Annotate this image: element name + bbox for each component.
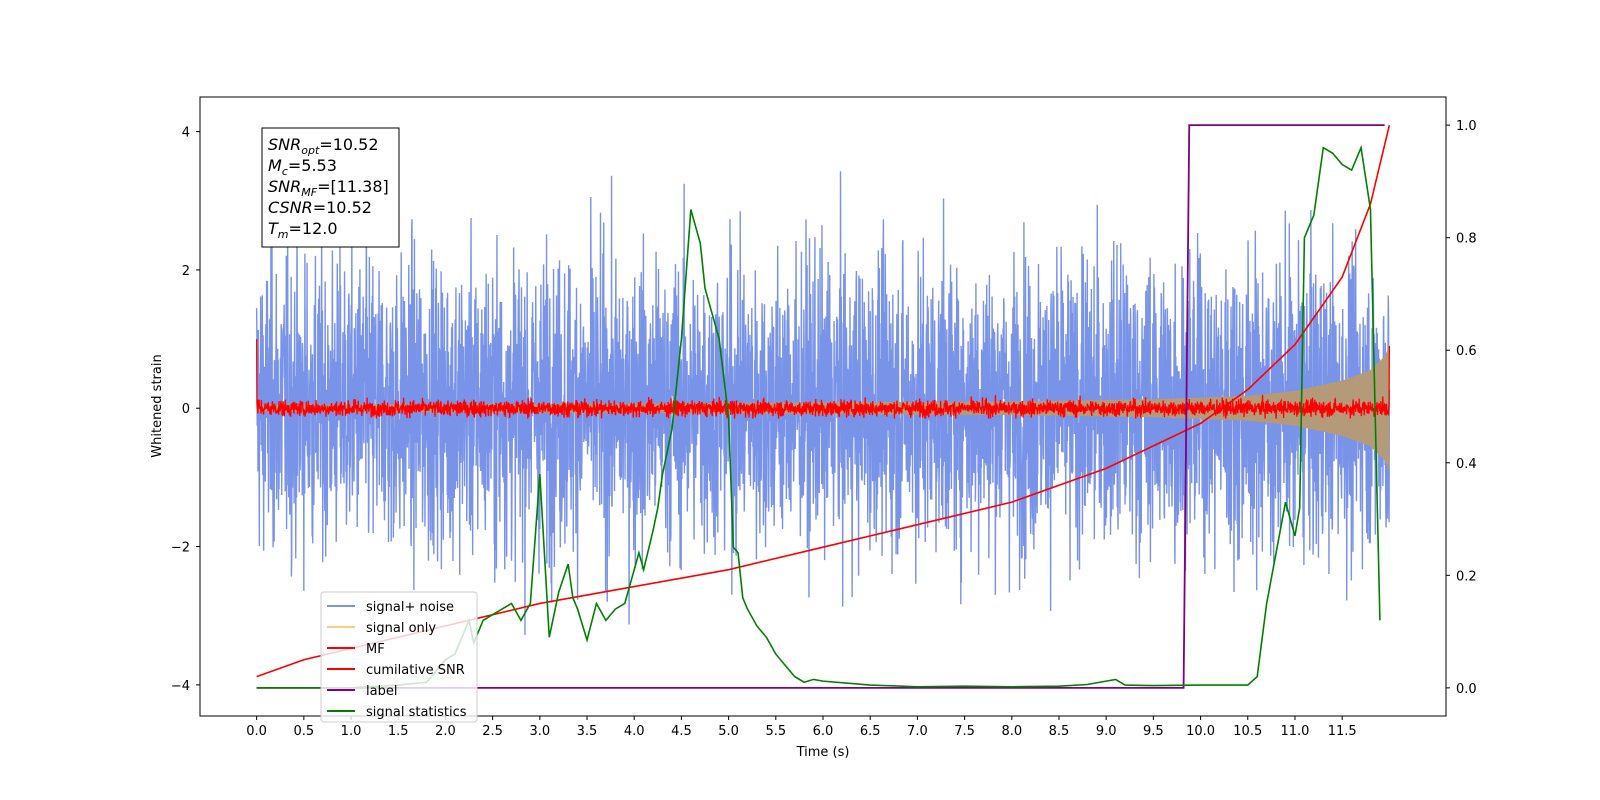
y2-tick-label: 0.8 — [1456, 232, 1477, 247]
x-tick-label: 10.5 — [1233, 724, 1262, 739]
legend-label: label — [366, 684, 397, 699]
x-tick-label: 3.5 — [577, 724, 598, 739]
series-signal-plus-noise-line — [255, 171, 1391, 635]
x-tick-label: 0.0 — [246, 724, 267, 739]
annotation-value: =[11.38] — [317, 177, 389, 196]
y2-tick-label: 0.4 — [1456, 457, 1477, 472]
x-tick-label: 1.5 — [388, 724, 409, 739]
annotation-subscript: MF — [301, 186, 317, 199]
legend-label: cumilative SNR — [366, 663, 465, 678]
annotation-subscript: opt — [301, 144, 320, 157]
x-axis: 0.0 0.5 1.0 1.5 2.0 2.5 3.0 3.5 4.0 4.5 5.0 5.5 6.0 6… — [246, 716, 1357, 739]
annotation-symbol: SNR — [268, 135, 301, 154]
annotation-value: =10.52 — [313, 198, 372, 217]
legend-label: signal only — [366, 621, 436, 636]
annotation-symbol: SNR — [268, 177, 301, 196]
x-tick-label: 5.5 — [765, 724, 786, 739]
y2-tick-label: 0.2 — [1456, 569, 1477, 584]
y2-tick-label: 0.6 — [1456, 344, 1477, 359]
x-axis-label: Time (s) — [796, 745, 850, 760]
y-tick-label: 0 — [182, 402, 190, 417]
annotation-subscript: m — [278, 228, 289, 241]
y-tick-label: −4 — [171, 679, 190, 694]
y-tick-label: −2 — [171, 541, 190, 556]
annotation-subscript: c — [282, 165, 288, 178]
annotation-value: =5.53 — [288, 156, 337, 175]
y-tick-label: 2 — [182, 264, 190, 279]
x-tick-label: 7.0 — [907, 724, 928, 739]
legend-label: signal+ noise — [366, 600, 454, 615]
x-tick-label: 6.0 — [813, 724, 834, 739]
x-tick-label: 10.0 — [1186, 724, 1215, 739]
annotation-box: SNRopt=10.52 Mc=5.53 SNRMF=[11.38] CSNR=10.… — [261, 127, 400, 248]
x-tick-label: 6.5 — [860, 724, 881, 739]
annotation-symbol: T — [268, 219, 279, 238]
x-tick-label: 9.0 — [1096, 724, 1117, 739]
series-signal-statistics-line — [256, 144, 1381, 689]
legend-label: signal statistics — [366, 705, 467, 720]
y-axis-label: Whitened strain — [150, 354, 165, 457]
series-label-line — [256, 124, 1385, 689]
annotation-value: =12.0 — [289, 219, 338, 238]
x-tick-label: 8.5 — [1049, 724, 1070, 739]
x-tick-label: 2.0 — [435, 724, 456, 739]
x-tick-label: 3.0 — [529, 724, 550, 739]
x-tick-label: 7.5 — [954, 724, 975, 739]
x-tick-label: 11.5 — [1328, 724, 1357, 739]
x-tick-label: 9.5 — [1143, 724, 1164, 739]
annotation-value: =10.52 — [319, 135, 378, 154]
legend-label: MF — [366, 642, 385, 657]
series-mf-line — [255, 339, 1391, 420]
x-tick-label: 11.0 — [1280, 724, 1309, 739]
annotation-symbol: CSNR — [268, 198, 313, 217]
annotation-symbol: M — [268, 156, 282, 175]
y-axis-left: −4 −2 0 2 4 — [171, 126, 200, 694]
x-tick-label: 2.5 — [482, 724, 503, 739]
x-tick-label: 4.5 — [671, 724, 692, 739]
x-tick-label: 5.0 — [718, 724, 739, 739]
x-tick-label: 8.0 — [1001, 724, 1022, 739]
y2-tick-label: 1.0 — [1456, 119, 1477, 134]
y-axis-right: 0.0 0.2 0.4 0.6 0.8 1.0 — [1446, 119, 1477, 697]
x-tick-label: 1.0 — [341, 724, 362, 739]
y2-tick-label: 0.0 — [1456, 682, 1477, 697]
legend: signal+ noise signal only MF cumilative SNR… — [320, 591, 478, 723]
x-tick-label: 4.0 — [624, 724, 645, 739]
y-tick-label: 4 — [182, 126, 190, 141]
x-tick-label: 0.5 — [293, 724, 314, 739]
